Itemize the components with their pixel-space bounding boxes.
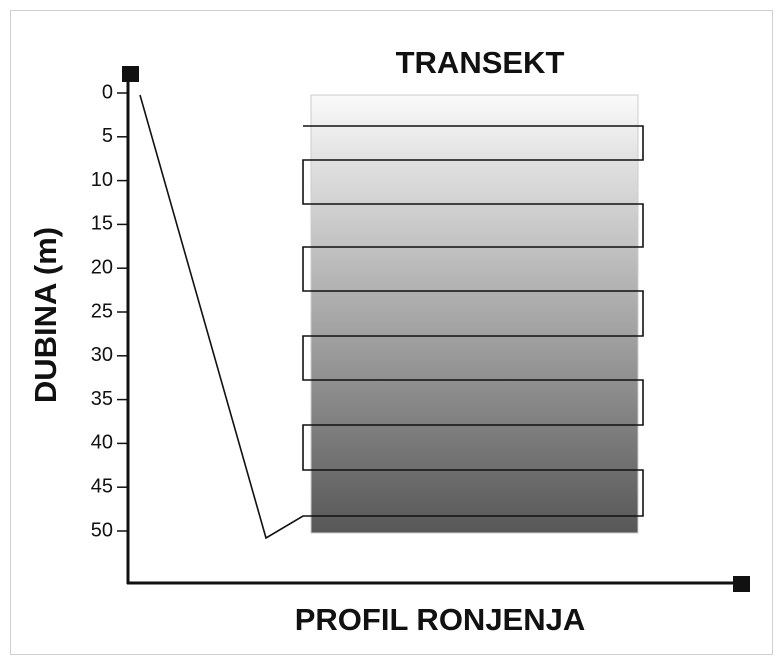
frame <box>10 10 773 655</box>
x-axis-label: PROFIL RONJENJA <box>295 602 586 637</box>
transect-area <box>310 94 639 534</box>
tick-label: 10 <box>91 169 113 191</box>
axis-end <box>122 66 139 82</box>
tick-label: 40 <box>91 432 113 454</box>
dive-path <box>139 94 644 540</box>
tick-label: 20 <box>91 256 113 278</box>
tick-label: 15 <box>91 213 113 235</box>
tick-label: 30 <box>91 344 113 366</box>
title: TRANSEKT <box>396 45 565 80</box>
tick-label: 50 <box>91 519 113 541</box>
tick-label: 25 <box>91 300 113 322</box>
tick-label: 0 <box>102 81 113 103</box>
axis-end <box>733 576 750 592</box>
tick-label: 35 <box>91 388 113 410</box>
tick-label: 5 <box>102 125 113 147</box>
y-axis-label: DUBINA (m) <box>28 227 63 403</box>
tick-label: 45 <box>91 475 113 497</box>
ticks: 0 5 10 15 20 25 30 35 40 45 50 <box>91 81 128 541</box>
